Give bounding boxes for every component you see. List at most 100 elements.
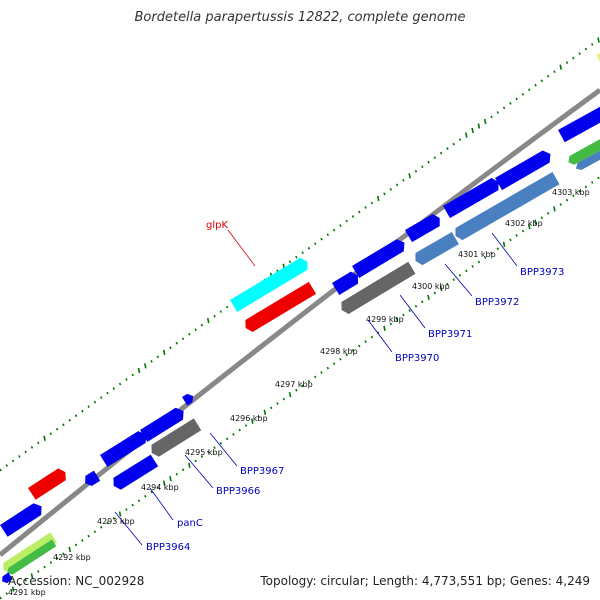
gene-label-bpp3973[interactable]: BPP3973 — [520, 267, 564, 278]
gc-tick — [137, 367, 141, 374]
gc-tick — [345, 219, 348, 223]
glpk-feature[interactable] — [230, 256, 311, 313]
gc-tick — [81, 409, 84, 413]
feature-arrow[interactable] — [352, 237, 408, 279]
feature-arrow[interactable] — [110, 454, 159, 492]
feature-arrow[interactable] — [242, 281, 317, 334]
gc-tick — [81, 539, 84, 542]
feature-arrow[interactable] — [28, 466, 69, 500]
gene-label-glpk[interactable]: glpK — [206, 220, 228, 231]
gc-tick — [339, 357, 342, 361]
gc-tick — [106, 521, 109, 525]
feature-arrow[interactable] — [5, 539, 57, 577]
gc-tick — [49, 561, 53, 564]
gc-tick — [68, 546, 72, 553]
gc-tick — [55, 427, 59, 431]
gc-tick — [408, 173, 411, 179]
gc-tick — [389, 188, 392, 191]
forward-strand-features — [0, 48, 600, 537]
ruler-label: 4292 kbp — [53, 553, 91, 562]
feature-arrow[interactable] — [412, 232, 459, 267]
gc-tick — [427, 160, 430, 164]
gc-tick — [188, 462, 191, 469]
gene-label-bpp3972[interactable]: BPP3972 — [475, 297, 519, 308]
gc-tick — [345, 353, 348, 357]
gc-tick — [465, 269, 468, 273]
feature-arrow[interactable] — [82, 470, 101, 489]
feature-arrow[interactable] — [558, 105, 600, 143]
gc-tick — [24, 450, 27, 454]
feature-arrow[interactable] — [495, 148, 554, 191]
gc-tick — [433, 156, 437, 160]
gc-tick — [169, 346, 172, 350]
feature-arrow[interactable] — [182, 392, 196, 406]
gc-tick — [74, 414, 78, 418]
feature-arrow[interactable] — [140, 405, 187, 442]
gc-tick — [301, 384, 304, 388]
gc-tick — [471, 265, 474, 268]
gene-label-bpp3971[interactable]: BPP3971 — [428, 329, 472, 340]
gc-tick — [395, 183, 399, 187]
gene-labels: BPP3964 panC BPP3966 BPP3967 BPP3970 BPP… — [114, 220, 564, 553]
gene-label-panc[interactable]: panC — [177, 518, 203, 529]
gc-tick — [421, 165, 424, 169]
gene-label-bpp3970[interactable]: BPP3970 — [395, 353, 439, 364]
gc-tick — [93, 530, 97, 534]
gc-tick — [326, 366, 330, 370]
feature-arrow[interactable] — [405, 212, 443, 243]
gene-label-bpp3964[interactable]: BPP3964 — [146, 542, 190, 553]
gc-tick — [465, 132, 468, 138]
gc-tick — [509, 102, 512, 105]
gc-tick — [37, 570, 40, 573]
feature-arrow[interactable] — [0, 572, 13, 585]
gc-tick — [534, 83, 537, 87]
gc-tick — [546, 212, 550, 215]
gc-tick — [144, 494, 147, 498]
gc-tick — [118, 382, 122, 386]
gc-tick — [288, 391, 292, 398]
gc-tick — [301, 251, 304, 255]
feature-arrow[interactable] — [596, 48, 600, 66]
gc-tick — [200, 455, 204, 458]
ruler-label: 4302 kbp — [505, 219, 543, 228]
gc-tick — [207, 450, 210, 454]
gc-tick — [251, 418, 254, 424]
feature-arrow[interactable] — [332, 270, 361, 296]
feature-arrow[interactable] — [148, 418, 202, 458]
gc-tick — [553, 206, 556, 212]
gc-tick — [578, 189, 581, 193]
gc-tick — [125, 508, 128, 511]
gc-tick — [162, 349, 166, 355]
gc-tick — [414, 304, 418, 308]
gene-label-bpp3967[interactable]: BPP3967 — [240, 466, 284, 477]
gc-tick — [156, 355, 160, 359]
gc-tick — [414, 169, 418, 173]
gc-tick — [402, 178, 405, 182]
gc-tick — [49, 432, 53, 436]
feature-arrow[interactable] — [338, 261, 416, 316]
gc-tick — [269, 406, 273, 410]
feature-arrow[interactable] — [452, 172, 560, 242]
feature-arrow[interactable] — [0, 500, 45, 537]
gc-tick — [206, 317, 210, 324]
gc-tick — [358, 210, 361, 214]
ruler-label: 4300 kbp — [412, 282, 450, 291]
feature-arrow[interactable] — [100, 429, 150, 467]
feature-arrow[interactable] — [574, 147, 600, 172]
gc-tick — [358, 344, 361, 348]
gc-tick — [515, 234, 518, 237]
gc-tick — [295, 388, 298, 392]
gc-tick — [131, 373, 134, 377]
gc-tick — [219, 310, 223, 313]
gc-tick — [515, 97, 518, 101]
gc-tick — [282, 397, 285, 401]
feature-arrow[interactable] — [443, 176, 502, 219]
gc-tick — [314, 375, 317, 379]
gene-label-bpp3966[interactable]: BPP3966 — [216, 486, 260, 497]
gc-tick — [597, 176, 600, 180]
feature-arrow[interactable] — [566, 136, 600, 167]
gc-tick — [288, 260, 292, 264]
ruler-label: 4301 kbp — [458, 250, 496, 259]
ruler-label: 4303 kbp — [552, 188, 590, 197]
gc-tick — [584, 185, 588, 189]
